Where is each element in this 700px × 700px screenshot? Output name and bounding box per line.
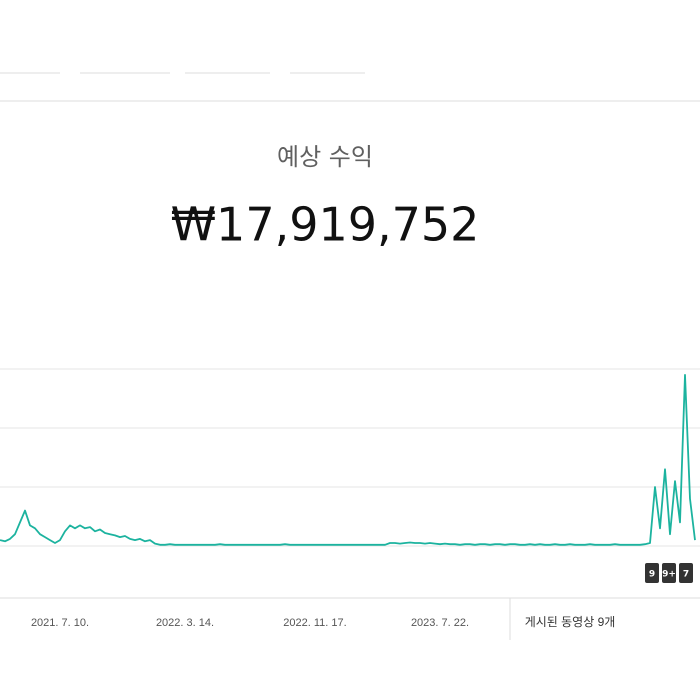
video-marker-label: 9: [649, 570, 655, 580]
x-tick-label: 2023. 7. 22.: [411, 617, 469, 629]
x-tick-label: 2022. 11. 17.: [283, 617, 346, 629]
video-marker-label: 9+: [662, 570, 676, 580]
video-marker: 7: [679, 563, 693, 583]
video-marker-badge: [679, 563, 693, 583]
video-count: 게시된 동영상 9개: [525, 615, 616, 629]
x-tick-label: 2021. 7. 10.: [31, 617, 89, 629]
video-marker: 9: [645, 563, 659, 583]
metric-value: ₩17,919,752: [171, 198, 480, 252]
x-tick-label: 2022. 3. 14.: [156, 617, 214, 629]
video-marker-label: 7: [683, 570, 689, 580]
video-marker-badge: [662, 563, 676, 583]
metric-title: 예상 수익: [277, 143, 373, 171]
series-line: [0, 374, 696, 546]
video-marker: 9+: [662, 563, 676, 583]
video-marker-badge: [645, 563, 659, 583]
